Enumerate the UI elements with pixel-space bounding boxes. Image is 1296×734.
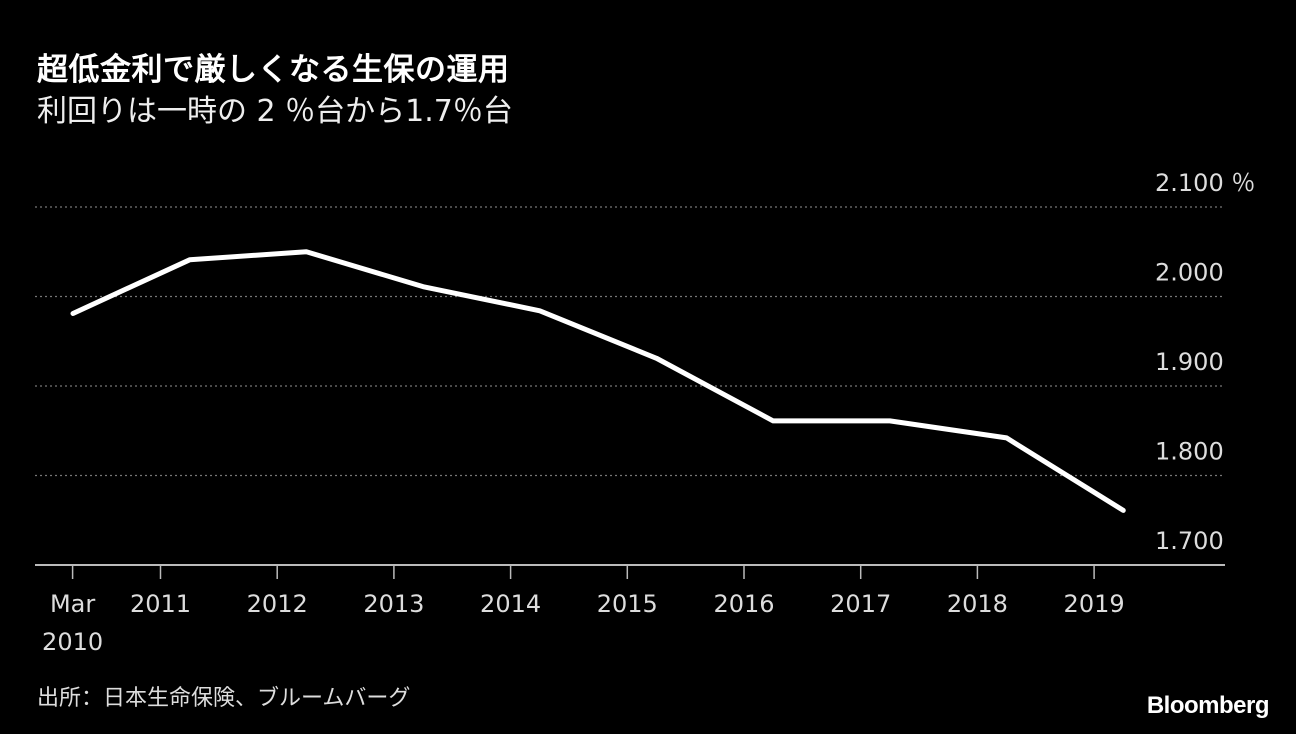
x-tick-label: 2019 bbox=[1064, 590, 1125, 618]
y-tick-label: 1.700 bbox=[1155, 527, 1224, 555]
x-tick-label: Mar bbox=[50, 590, 95, 618]
x-tick-label: 2015 bbox=[597, 590, 658, 618]
x-tick-label: 2010 bbox=[42, 628, 103, 656]
y-tick-label: 1.900 bbox=[1155, 348, 1224, 376]
x-tick-label: 2018 bbox=[947, 590, 1008, 618]
y-tick-label: 2.000 bbox=[1155, 259, 1224, 287]
chart-title: 超低金利で厳しくなる生保の運用 bbox=[37, 52, 510, 88]
x-tick-label: 2016 bbox=[713, 590, 774, 618]
x-tick-label: 2017 bbox=[830, 590, 891, 618]
x-tick-label: 2012 bbox=[247, 590, 308, 618]
y-tick-label: 2.100 ％ bbox=[1155, 169, 1255, 197]
source-note: 出所：日本生命保険、ブルームバーグ bbox=[37, 686, 411, 711]
y-tick-label: 1.800 bbox=[1155, 438, 1224, 466]
chart-subtitle: 利回りは一時の 2 ％台から1.7％台 bbox=[37, 94, 513, 129]
bloomberg-logo: Bloomberg bbox=[1146, 692, 1270, 719]
x-tick-label: 2011 bbox=[130, 590, 191, 618]
x-tick-label: 2014 bbox=[480, 590, 541, 618]
x-tick-label: 2013 bbox=[363, 590, 424, 618]
yield-line bbox=[70, 249, 1126, 513]
